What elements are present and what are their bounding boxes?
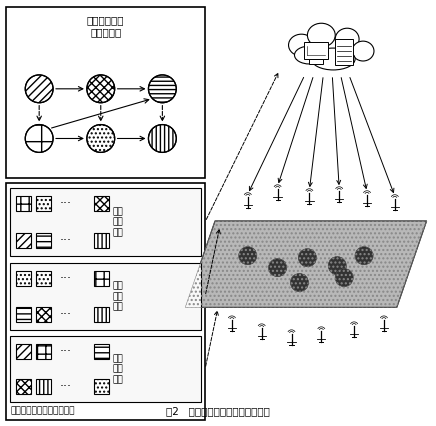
Circle shape <box>25 124 53 153</box>
Bar <box>310 59 324 64</box>
Circle shape <box>299 249 317 267</box>
Text: 车载
计算
资源: 车载 计算 资源 <box>112 354 123 384</box>
Bar <box>7 7 205 178</box>
Text: 计算任务与计算资源匹配图: 计算任务与计算资源匹配图 <box>10 407 75 416</box>
Circle shape <box>148 75 176 103</box>
Bar <box>16 196 31 211</box>
Bar <box>36 196 51 211</box>
Bar <box>16 271 31 285</box>
Bar <box>36 344 51 359</box>
Text: ···: ··· <box>60 197 72 210</box>
Bar <box>16 379 31 394</box>
Polygon shape <box>185 221 427 308</box>
Bar <box>10 336 201 402</box>
Circle shape <box>87 124 115 153</box>
Text: 带权任务有向
无环图模型: 带权任务有向 无环图模型 <box>87 15 125 37</box>
Bar <box>94 308 109 322</box>
Ellipse shape <box>335 28 359 50</box>
Bar <box>36 379 51 394</box>
Ellipse shape <box>307 23 335 47</box>
Text: ···: ··· <box>60 234 72 247</box>
Ellipse shape <box>352 41 374 61</box>
Text: 后台
计算
资源: 后台 计算 资源 <box>112 207 123 237</box>
Bar <box>94 271 109 285</box>
Bar <box>36 308 51 322</box>
Bar <box>36 271 51 285</box>
Circle shape <box>269 259 286 276</box>
Bar <box>94 344 109 359</box>
Bar <box>304 42 328 59</box>
Text: ···: ··· <box>60 345 72 358</box>
Bar <box>94 379 109 394</box>
Circle shape <box>25 75 53 103</box>
Text: ···: ··· <box>60 380 72 393</box>
Ellipse shape <box>289 34 314 56</box>
Circle shape <box>290 273 308 291</box>
Circle shape <box>335 269 353 287</box>
Text: 路侧
计算
资源: 路侧 计算 资源 <box>112 282 123 311</box>
Bar <box>10 188 201 256</box>
Bar <box>16 308 31 322</box>
Ellipse shape <box>311 48 355 70</box>
Bar <box>94 196 109 211</box>
Bar <box>16 233 31 248</box>
Text: ···: ··· <box>60 271 72 285</box>
Bar <box>7 183 205 420</box>
Circle shape <box>328 257 346 275</box>
Bar <box>16 344 31 359</box>
Bar <box>36 233 51 248</box>
Ellipse shape <box>294 46 324 64</box>
Bar <box>335 39 353 65</box>
Circle shape <box>239 247 257 265</box>
Circle shape <box>87 75 115 103</box>
Circle shape <box>355 247 373 265</box>
Bar <box>94 233 109 248</box>
Circle shape <box>148 124 176 153</box>
Text: ···: ··· <box>60 308 72 321</box>
Bar <box>10 263 201 330</box>
Text: 图2   车联网分布式计算资源示意图: 图2 车联网分布式计算资源示意图 <box>166 407 270 417</box>
